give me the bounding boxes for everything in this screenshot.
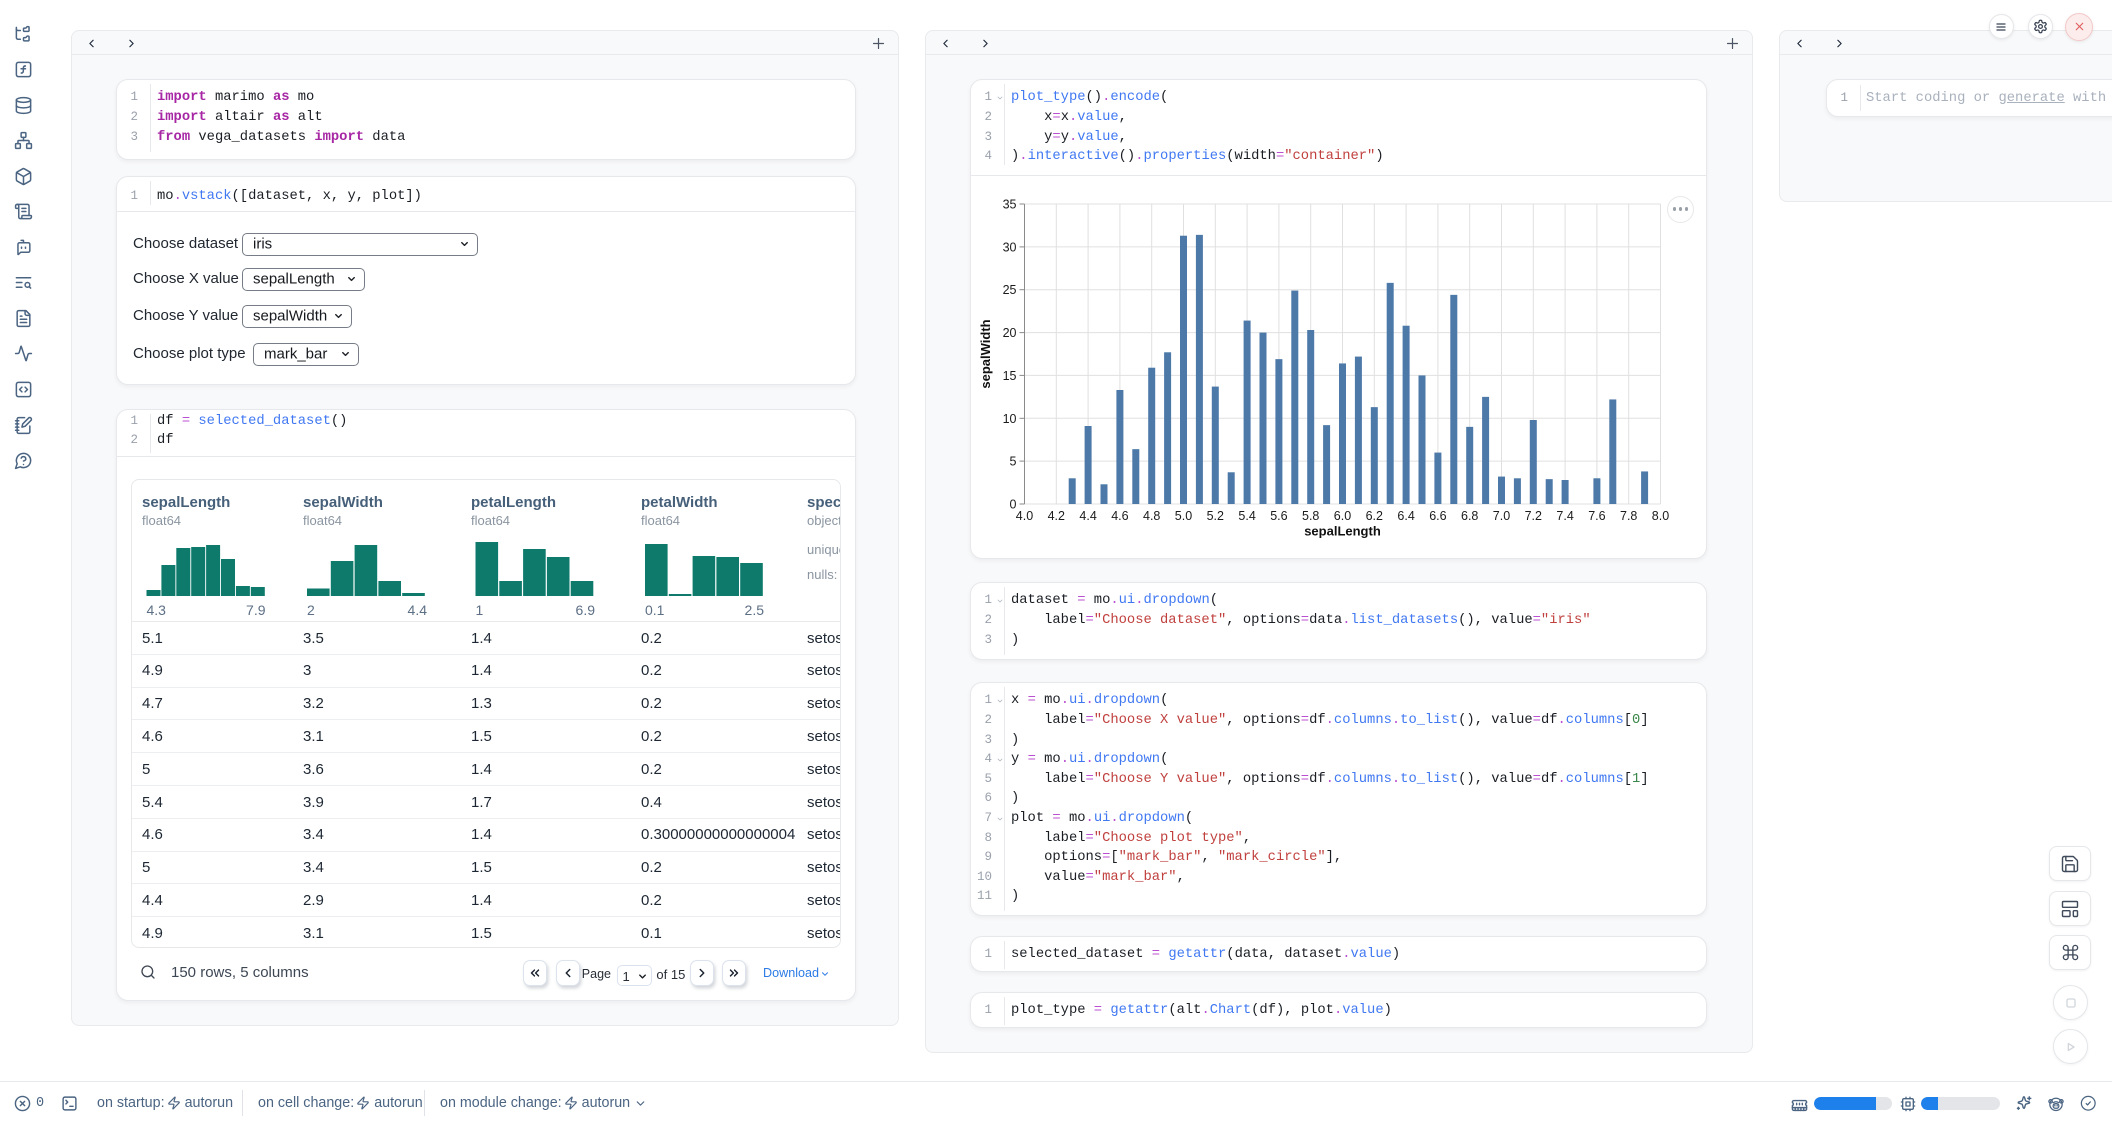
svg-text:30: 30	[1003, 240, 1017, 254]
svg-text:4.0: 4.0	[1016, 509, 1033, 523]
svg-text:25: 25	[1003, 283, 1017, 297]
svg-text:7.2: 7.2	[1525, 509, 1542, 523]
svg-text:15: 15	[1003, 369, 1017, 383]
svg-text:6.6: 6.6	[1429, 509, 1446, 523]
svg-text:4.6: 4.6	[1111, 509, 1128, 523]
svg-text:20: 20	[1003, 326, 1017, 340]
svg-text:5: 5	[1010, 455, 1017, 469]
svg-text:5.8: 5.8	[1302, 509, 1319, 523]
svg-text:4.8: 4.8	[1143, 509, 1160, 523]
svg-text:8.0: 8.0	[1652, 509, 1669, 523]
svg-text:7.6: 7.6	[1588, 509, 1605, 523]
svg-text:5.2: 5.2	[1207, 509, 1224, 523]
svg-text:35: 35	[1003, 198, 1017, 212]
svg-text:5.0: 5.0	[1175, 509, 1192, 523]
svg-text:0: 0	[1010, 498, 1017, 512]
svg-text:5.6: 5.6	[1270, 509, 1287, 523]
svg-text:sepalLength: sepalLength	[1304, 524, 1381, 539]
svg-text:4.2: 4.2	[1048, 509, 1065, 523]
svg-text:7.0: 7.0	[1493, 509, 1510, 523]
svg-text:7.8: 7.8	[1620, 509, 1637, 523]
svg-text:6.0: 6.0	[1334, 509, 1351, 523]
svg-text:sepalWidth: sepalWidth	[978, 319, 993, 388]
svg-text:6.8: 6.8	[1461, 509, 1478, 523]
svg-text:4.4: 4.4	[1079, 509, 1096, 523]
svg-text:6.2: 6.2	[1366, 509, 1383, 523]
svg-text:5.4: 5.4	[1238, 509, 1255, 523]
svg-text:7.4: 7.4	[1556, 509, 1573, 523]
svg-text:6.4: 6.4	[1397, 509, 1414, 523]
svg-text:10: 10	[1003, 412, 1017, 426]
